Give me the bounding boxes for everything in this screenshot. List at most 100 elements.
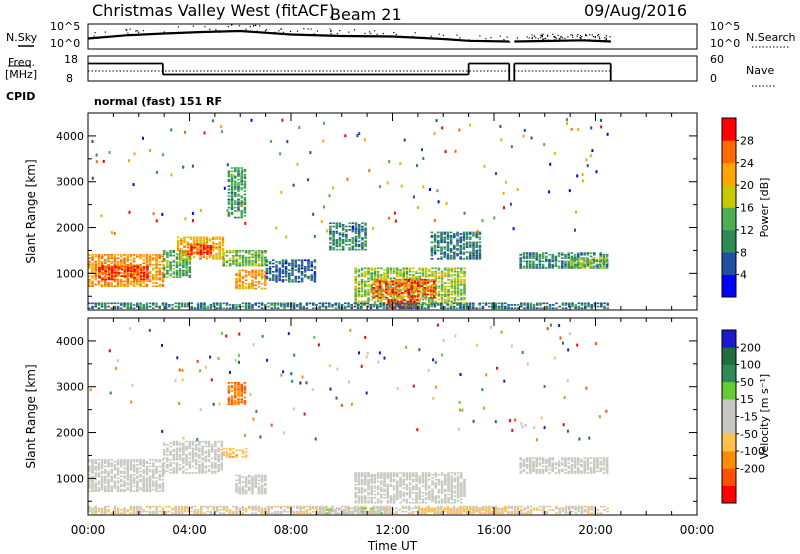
power-cell xyxy=(532,252,535,254)
power-cell xyxy=(237,193,240,196)
velocity-cell xyxy=(424,496,428,499)
power-cell xyxy=(383,290,386,293)
power-cell xyxy=(465,241,469,244)
power-cell xyxy=(94,305,97,308)
power-cell xyxy=(288,280,291,283)
power-cell xyxy=(155,302,158,305)
nsky-point xyxy=(560,36,562,38)
power-cell xyxy=(88,265,91,268)
power-cell xyxy=(238,256,242,259)
velocity-cell xyxy=(129,465,133,468)
velocity-cell xyxy=(254,479,257,482)
nsky-point xyxy=(531,37,533,39)
power-cell xyxy=(372,288,375,291)
velocity-cell xyxy=(460,485,463,488)
velocity-cell xyxy=(94,485,97,488)
power-cell xyxy=(126,304,129,306)
power-cell xyxy=(351,248,355,251)
power-cell xyxy=(310,262,313,265)
velocity-cell xyxy=(139,470,142,473)
power-cell xyxy=(278,261,281,263)
velocity-cell xyxy=(148,483,152,486)
velocity-cell xyxy=(175,463,179,466)
power-cell xyxy=(107,302,110,305)
velocity-cell xyxy=(207,442,211,445)
power-cell xyxy=(230,201,234,204)
power-cell xyxy=(386,287,389,289)
power-cell xyxy=(570,265,573,268)
power-cell xyxy=(453,274,457,276)
velocity-cell xyxy=(123,485,126,488)
velocity-cell xyxy=(357,480,361,483)
nsky-label: N.Sky xyxy=(6,31,38,44)
velocity-cell xyxy=(415,472,418,474)
power-cell xyxy=(291,264,294,267)
velocity-cell xyxy=(161,488,165,491)
power-cell xyxy=(235,274,238,277)
power-cell xyxy=(373,272,377,275)
velocity-cell xyxy=(357,492,361,494)
power-cell xyxy=(142,282,145,284)
power-cell xyxy=(410,278,414,281)
velocity-cell xyxy=(129,474,133,476)
power-cell xyxy=(237,182,240,184)
power-cell xyxy=(456,241,459,244)
power-cell xyxy=(187,253,190,256)
power-cell xyxy=(283,304,286,306)
power-cell xyxy=(184,217,187,221)
power-cell xyxy=(136,282,139,284)
velocity-cell xyxy=(214,452,217,454)
power-cell xyxy=(423,287,426,289)
velocity-cell xyxy=(237,398,240,401)
power-cell xyxy=(418,269,421,271)
velocity-cell xyxy=(234,400,237,402)
velocity-cell xyxy=(210,447,214,450)
power-cell xyxy=(577,302,581,305)
power-cell xyxy=(551,257,554,259)
power-cell xyxy=(114,273,117,276)
power-cell xyxy=(183,241,186,244)
velocity-cell xyxy=(129,469,133,471)
velocity-cell xyxy=(380,483,383,486)
power-cell xyxy=(275,280,278,283)
power-cell xyxy=(373,277,377,280)
power-cell xyxy=(430,248,434,250)
power-cell xyxy=(212,302,216,305)
power-cell xyxy=(104,305,107,308)
velocity-cell xyxy=(110,488,113,491)
power-cell xyxy=(568,189,571,193)
power-cell xyxy=(431,274,434,276)
power-cell xyxy=(104,265,108,268)
power-cell xyxy=(441,126,444,130)
velocity-cell xyxy=(191,465,195,468)
velocity-cell xyxy=(437,490,441,493)
velocity-cell xyxy=(254,482,257,485)
nsky-point xyxy=(442,34,444,36)
power-cell xyxy=(433,236,437,239)
velocity-cell xyxy=(97,488,101,491)
power-cell xyxy=(337,307,341,310)
velocity-cell xyxy=(357,472,361,474)
velocity-cell xyxy=(116,477,120,479)
velocity-cell xyxy=(107,482,110,484)
velocity-cell xyxy=(370,488,373,491)
velocity-cell xyxy=(227,401,231,404)
velocity-cell xyxy=(110,480,113,483)
nsky-point xyxy=(236,30,238,32)
power-cell xyxy=(142,272,146,274)
power-cell xyxy=(145,270,149,273)
power-cell xyxy=(391,287,394,289)
power-cell xyxy=(215,246,218,249)
power-cell xyxy=(132,257,136,260)
power-cell xyxy=(390,305,394,308)
power-cell xyxy=(357,248,361,251)
power-cell xyxy=(593,304,597,306)
velocity-cell xyxy=(456,500,460,502)
power-cell xyxy=(394,219,397,223)
velocity-cell xyxy=(94,483,97,486)
power-cell xyxy=(297,259,301,262)
velocity-cell xyxy=(248,476,251,478)
power-cell xyxy=(187,251,190,254)
power-cell xyxy=(142,259,145,261)
power-cell xyxy=(408,269,412,271)
